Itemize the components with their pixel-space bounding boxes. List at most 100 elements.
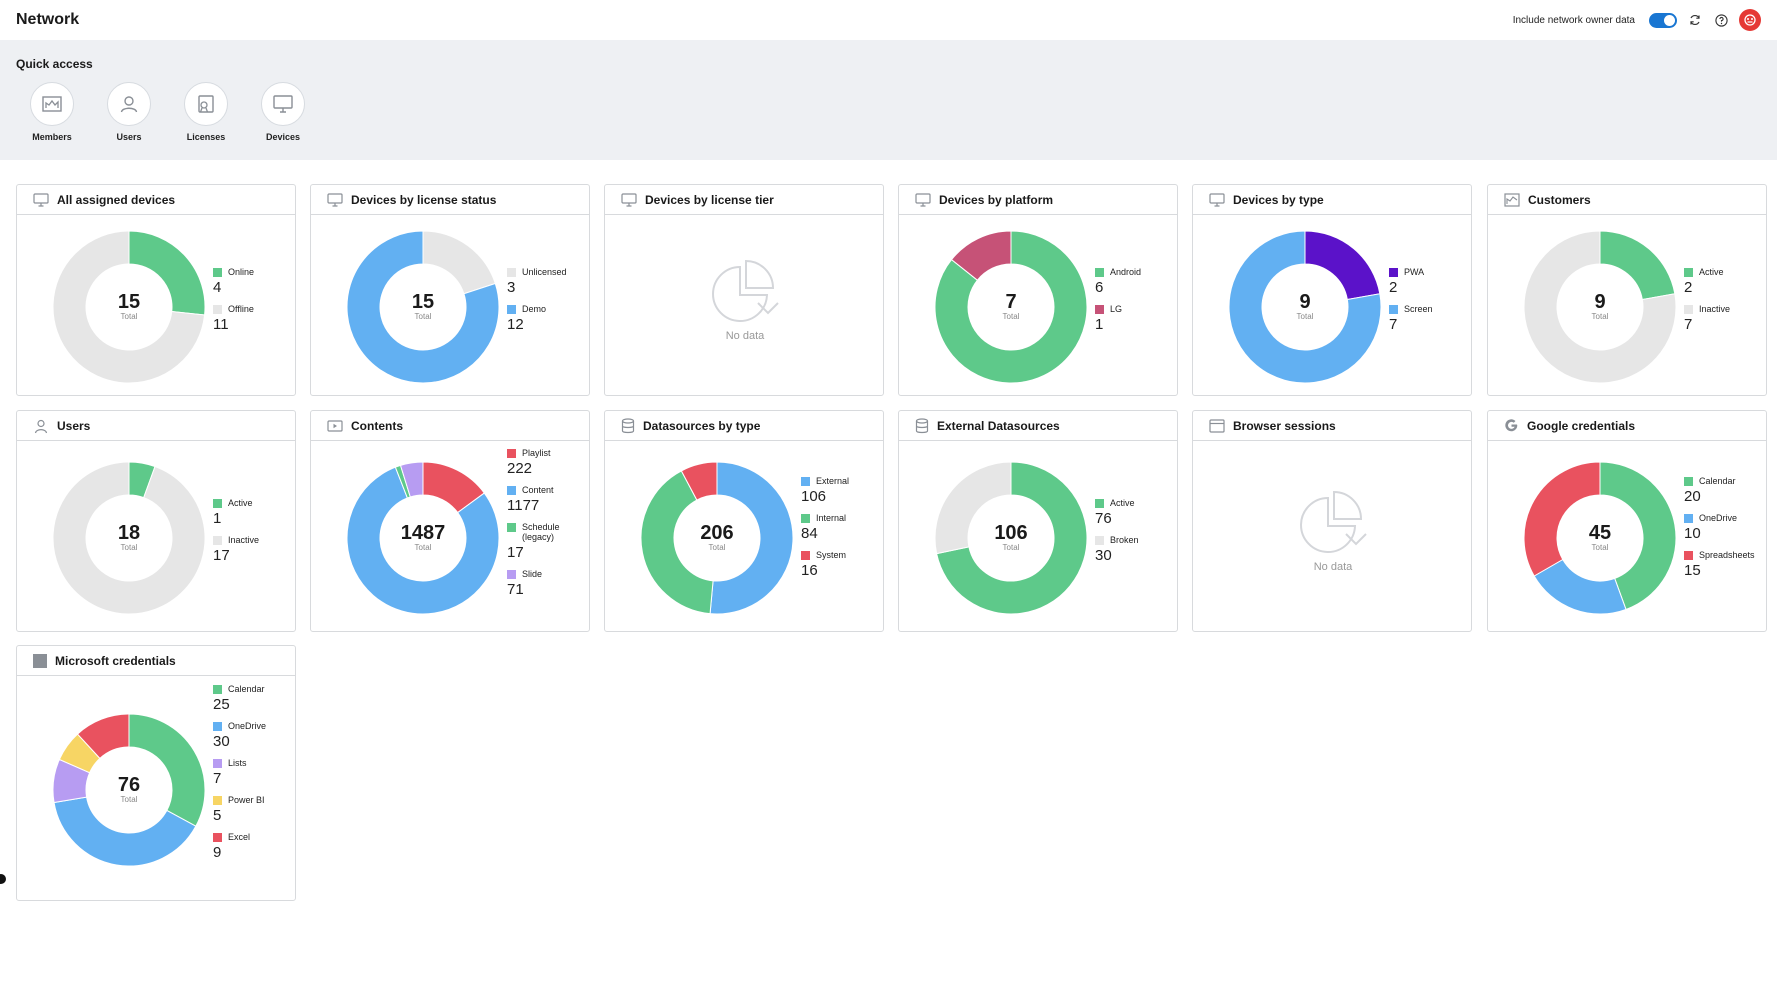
legend-item-active[interactable]: Active 76	[1095, 498, 1139, 527]
legend-item-onedrive[interactable]: OneDrive 10	[1684, 513, 1755, 542]
card-browser-sessions[interactable]: Browser sessions No data	[1192, 410, 1472, 632]
legend-item-offline[interactable]: Offline 11	[213, 304, 254, 333]
legend-label: Excel	[228, 831, 251, 842]
donut-center: 15 Total	[89, 292, 169, 321]
legend-value: 5	[213, 806, 222, 824]
slice-calendar[interactable]	[1599, 461, 1676, 610]
legend-item-playlist[interactable]: Playlist 222	[507, 448, 574, 477]
card-contents[interactable]: Contents 1487 Total Playlist 222 Content 1177 S…	[310, 410, 590, 632]
legend-item-active[interactable]: Active 1	[213, 498, 259, 527]
legend-item-unlicensed[interactable]: Unlicensed 3	[507, 267, 567, 296]
donut-chart	[347, 461, 499, 614]
card-all-assigned-devices[interactable]: All assigned devices 15 Total Online 4 Offlin…	[16, 184, 296, 396]
legend-label: Online	[228, 266, 255, 277]
slice-screen[interactable]	[1229, 230, 1381, 383]
card-customers[interactable]: Customers 9 Total Active 2 Inactive 7	[1487, 184, 1767, 396]
card-external-datasources[interactable]: External Datasources 106 Total Active 76 Brok…	[898, 410, 1178, 632]
legend-item-internal[interactable]: Internal 84	[801, 513, 849, 542]
slice-calendar[interactable]	[128, 713, 205, 827]
slice-demo[interactable]	[347, 230, 499, 383]
legend-label: Active	[1699, 266, 1724, 277]
slice-system[interactable]	[680, 461, 718, 501]
legend-swatch	[1684, 513, 1693, 523]
legend-item-onedrive[interactable]: OneDrive 30	[213, 721, 266, 750]
legend-value: 30	[213, 732, 230, 750]
slice-excel[interactable]	[76, 713, 130, 759]
slice-spreadsheets[interactable]	[1524, 461, 1601, 577]
no-data-label: No data	[725, 329, 765, 342]
card-users[interactable]: Users 18 Total Active 1 Inactive 17	[16, 410, 296, 632]
legend-value: 106	[801, 487, 827, 505]
slice-internal[interactable]	[641, 469, 714, 614]
quick-access-members[interactable]: Members	[22, 82, 82, 142]
legend-label: Active	[1110, 497, 1135, 508]
card-title: Datasources by type	[643, 418, 761, 433]
slice-unlicensed[interactable]	[422, 230, 496, 294]
legend-item-lg[interactable]: LG 1	[1095, 304, 1141, 333]
page-title: Network	[16, 11, 80, 28]
legend-item-content[interactable]: Content 1177	[507, 485, 574, 514]
card-devices-by-type[interactable]: Devices by type 9 Total PWA 2 Screen 7	[1192, 184, 1472, 396]
legend-item-power-bi[interactable]: Power BI 5	[213, 795, 266, 824]
legend-value: 30	[1095, 546, 1112, 564]
legend-label: Screen	[1404, 303, 1433, 314]
slice-active[interactable]	[1599, 230, 1676, 300]
chart-legend: Calendar 25 OneDrive 30 Lists 7 Power BI 5 Excel…	[213, 684, 266, 869]
slice-external[interactable]	[709, 461, 793, 614]
avatar-icon[interactable]	[1739, 9, 1761, 31]
total-label: Total	[414, 311, 432, 321]
card-header: Contents	[311, 411, 589, 441]
legend-item-demo[interactable]: Demo 12	[507, 304, 567, 333]
legend-item-screen[interactable]: Screen 7	[1389, 304, 1433, 333]
slice-android[interactable]	[935, 230, 1087, 383]
legend-swatch	[213, 498, 222, 508]
network-owner-toggle[interactable]	[1649, 12, 1677, 28]
card-devices-by-license-tier[interactable]: Devices by license tier No data	[604, 184, 884, 396]
legend-item-pwa[interactable]: PWA 2	[1389, 267, 1433, 296]
legend-item-external[interactable]: External 106	[801, 476, 849, 505]
legend-item-slide[interactable]: Slide 71	[507, 569, 574, 598]
legend-item-online[interactable]: Online 4	[213, 267, 254, 296]
card-devices-by-license-status[interactable]: Devices by license status 15 Total Unlicens…	[310, 184, 590, 396]
slice-onedrive[interactable]	[53, 796, 197, 866]
legend-value: 2	[1389, 278, 1398, 296]
legend-item-calendar[interactable]: Calendar 25	[213, 684, 266, 713]
help-icon[interactable]	[1713, 12, 1729, 28]
quick-access-users[interactable]: Users	[99, 82, 159, 142]
legend-item-system[interactable]: System 16	[801, 550, 849, 579]
legend-item-broken[interactable]: Broken 30	[1095, 535, 1139, 564]
card-microsoft-credentials[interactable]: Microsoft credentials 76 Total Calendar 25 On…	[16, 645, 296, 901]
legend-item-inactive[interactable]: Inactive 7	[1684, 304, 1730, 333]
card-devices-by-platform[interactable]: Devices by platform 7 Total Android 6 LG 1	[898, 184, 1178, 396]
slice-offline[interactable]	[53, 230, 205, 383]
quick-access-licenses[interactable]: Licenses	[176, 82, 236, 142]
slice-inactive[interactable]	[53, 461, 205, 614]
card-datasources-by-type[interactable]: Datasources by type 206 Total External 106 In…	[604, 410, 884, 632]
slice-slide[interactable]	[399, 461, 424, 498]
slice-pwa[interactable]	[1304, 230, 1381, 300]
legend-label: Calendar	[1699, 475, 1736, 486]
legend-swatch	[1684, 476, 1693, 486]
legend-value: 7	[1389, 315, 1398, 333]
legend-value: 17	[507, 544, 524, 561]
card-google-credentials[interactable]: Google credentials 45 Total Calendar 20 OneDr…	[1487, 410, 1767, 632]
slice-broken[interactable]	[935, 461, 1012, 554]
scroll-handle[interactable]	[0, 874, 6, 884]
legend-swatch	[213, 758, 222, 768]
legend-item-schedule-legacy[interactable]: Schedule (legacy) 17	[507, 522, 574, 561]
legend-item-spreadsheets[interactable]: Spreadsheets 15	[1684, 550, 1755, 579]
legend-item-calendar[interactable]: Calendar 20	[1684, 476, 1755, 505]
slice-active[interactable]	[936, 461, 1087, 614]
legend-value: 10	[1684, 524, 1701, 542]
slice-lg[interactable]	[950, 230, 1012, 281]
slice-inactive[interactable]	[1524, 230, 1676, 383]
legend-item-android[interactable]: Android 6	[1095, 267, 1141, 296]
legend-value: 7	[1684, 315, 1693, 333]
legend-item-active[interactable]: Active 2	[1684, 267, 1730, 296]
legend-item-excel[interactable]: Excel 9	[213, 832, 266, 861]
legend-item-inactive[interactable]: Inactive 17	[213, 535, 259, 564]
legend-item-lists[interactable]: Lists 7	[213, 758, 266, 787]
quick-access-devices[interactable]: Devices	[253, 82, 313, 142]
refresh-icon[interactable]	[1687, 12, 1703, 28]
slice-content[interactable]	[347, 466, 499, 614]
